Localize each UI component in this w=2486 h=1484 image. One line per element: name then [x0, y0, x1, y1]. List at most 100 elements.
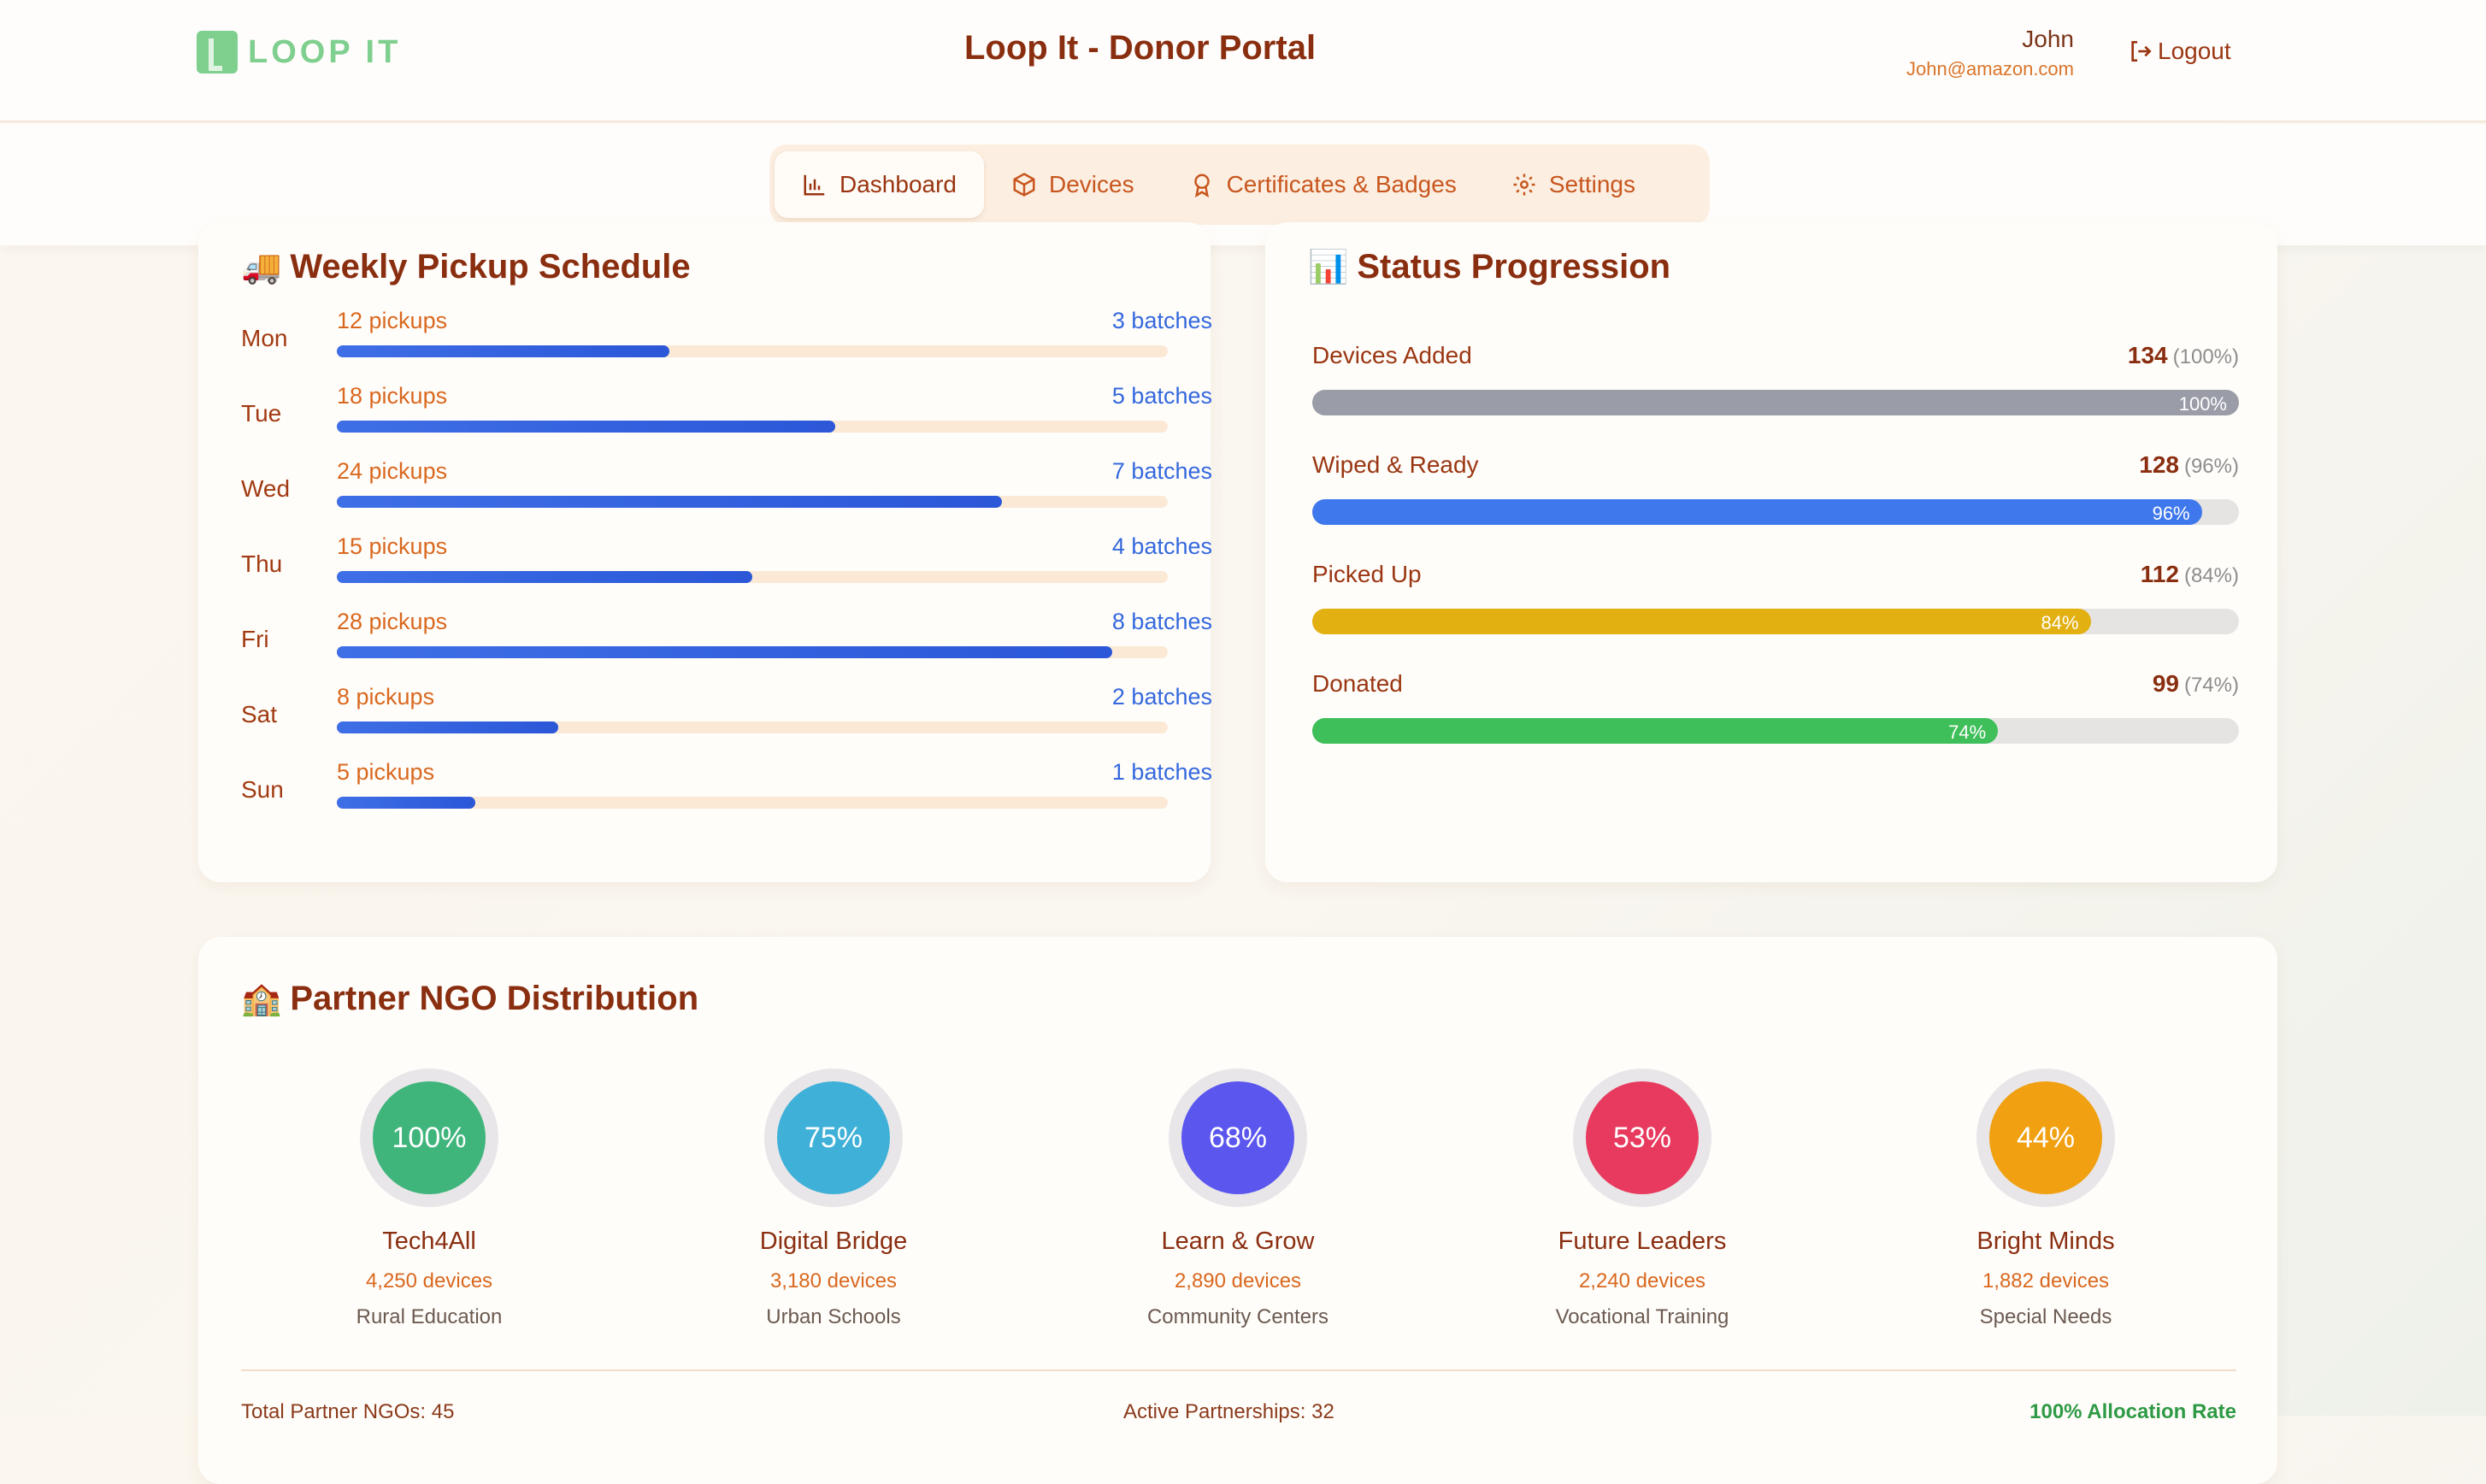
logo[interactable]: LOOP IT: [197, 31, 401, 74]
schedule-row: Sat 8 pickups 2 batches: [241, 684, 1212, 744]
day-label: Wed: [241, 475, 291, 502]
ngo-percent: 53%: [1612, 1121, 1672, 1154]
tab-settings[interactable]: Settings: [1484, 151, 1663, 218]
pickup-bar-fill: [337, 646, 1113, 658]
batches-count: 1 batches: [1111, 759, 1212, 785]
weekly-pickup-card: 🚚 Weekly Pickup Schedule Mon 12 pickups 3 …: [198, 222, 1212, 882]
status-percent: (74%): [2183, 674, 2239, 697]
status-bar-label: 96%: [2152, 503, 2190, 524]
ngo-name: Digital Bridge: [759, 1228, 908, 1255]
pickups-count: 15 pickups: [337, 533, 448, 559]
status-label: Picked Up: [1312, 561, 1422, 587]
status-percent: (100%): [2172, 345, 2239, 368]
card-title-text: Partner NGO Distribution: [290, 980, 699, 1017]
status-row: Devices Added 134 (100%) 100%: [1312, 342, 2239, 436]
card-title: 📊 Status Progression: [1308, 248, 1670, 286]
status-value: 99 (74%): [2153, 670, 2239, 698]
tab-dashboard[interactable]: Dashboard: [775, 151, 984, 218]
logo-text: LOOP IT: [248, 33, 402, 70]
page-title: Loop It - Donor Portal: [964, 29, 1317, 67]
pickups-count: 12 pickups: [337, 308, 448, 333]
ngo-area: Special Needs: [1979, 1305, 2112, 1328]
status-bar-track: 84%: [1312, 609, 2239, 634]
batches-count: 4 batches: [1111, 533, 1212, 559]
ngo-partner[interactable]: 68% Learn & Grow 2,890 devices Community Ce…: [1101, 1069, 1375, 1329]
pickup-bar-fill: [337, 721, 559, 733]
ngo-area: Urban Schools: [766, 1305, 901, 1328]
status-value: 128 (96%): [2139, 451, 2239, 479]
pickup-bar-track: [337, 721, 1168, 733]
ngo-area: Community Centers: [1146, 1305, 1329, 1328]
user-info: John John@amazon.com: [1906, 26, 2074, 80]
status-count: 112: [2140, 561, 2179, 587]
batches-count: 2 batches: [1111, 684, 1212, 710]
ngo-progress-ring: 68%: [1169, 1069, 1307, 1207]
tab-label: Certificates & Badges: [1226, 171, 1457, 197]
allocation-rate-stat: 100% Allocation Rate: [2029, 1400, 2236, 1423]
status-bar-fill: 74%: [1312, 718, 1999, 744]
box-icon: [1013, 173, 1035, 197]
ngo-partner[interactable]: 44% Bright Minds 1,882 devices Special Need…: [1909, 1069, 2183, 1329]
award-icon: [1193, 174, 1210, 197]
pickup-bar-track: [337, 797, 1168, 809]
truck-icon: 🚚: [241, 249, 282, 286]
status-label: Wiped & Ready: [1312, 451, 1479, 478]
day-label: Fri: [241, 626, 269, 652]
status-bar-fill: 96%: [1312, 499, 2202, 525]
tab-label: Devices: [1048, 171, 1134, 197]
ngo-devices: 2,890 devices: [1174, 1269, 1302, 1293]
logout-button[interactable]: Logout: [2127, 38, 2231, 65]
status-count: 134: [2127, 342, 2168, 368]
ngo-name: Bright Minds: [1976, 1228, 2115, 1255]
ngo-progress-ring: 44%: [1976, 1069, 2115, 1207]
batches-count: 3 batches: [1111, 308, 1212, 333]
ngo-devices: 1,882 devices: [1982, 1269, 2110, 1293]
schedule-row: Fri 28 pickups 8 batches: [241, 609, 1212, 668]
logout-icon: [2131, 41, 2152, 62]
pickups-count: 18 pickups: [337, 383, 448, 409]
status-bar-track: 100%: [1312, 390, 2239, 415]
ngo-partner[interactable]: 53% Future Leaders 2,240 devices Vocational…: [1505, 1069, 1779, 1329]
partner-ngo-card: 🏫 Partner NGO Distribution: [198, 937, 2277, 1484]
pickups-count: 5 pickups: [337, 759, 435, 785]
schedule-row: Wed 24 pickups 7 batches: [241, 458, 1212, 518]
pickup-bar-track: [337, 571, 1168, 583]
pickup-bar-track: [337, 421, 1168, 433]
status-count: 128: [2139, 451, 2179, 478]
status-count: 99: [2152, 670, 2179, 697]
batches-count: 8 batches: [1111, 609, 1212, 634]
status-percent: (84%): [2183, 564, 2239, 587]
ngo-percent-circle: 53%: [1586, 1081, 1699, 1194]
status-label: Donated: [1312, 670, 1403, 697]
ngo-partner[interactable]: 100% Tech4All 4,250 devices Rural Education: [292, 1069, 566, 1329]
status-bar-label: 84%: [2041, 612, 2079, 633]
tab-devices[interactable]: Devices: [984, 151, 1162, 218]
card-title: 🏫 Partner NGO Distribution: [241, 980, 698, 1018]
status-value: 134 (100%): [2128, 342, 2239, 369]
active-partnerships-stat: Active Partnerships: 32: [1123, 1400, 1334, 1423]
status-progression-card: 📊 Status Progression Devices Added 134 (10…: [1265, 222, 2277, 882]
status-row: Wiped & Ready 128 (96%) 96%: [1312, 451, 2239, 545]
batches-count: 5 batches: [1111, 383, 1212, 409]
schedule-row: Tue 18 pickups 5 batches: [241, 383, 1212, 443]
status-label: Devices Added: [1312, 342, 1472, 368]
ngo-partner[interactable]: 75% Digital Bridge 3,180 devices Urban Scho…: [697, 1069, 970, 1329]
ngo-percent: 68%: [1208, 1121, 1268, 1154]
status-percent: (96%): [2183, 455, 2239, 478]
card-title-text: Status Progression: [1357, 248, 1671, 286]
ngo-devices: 2,240 devices: [1578, 1269, 1706, 1293]
pickup-bar-fill: [337, 797, 475, 809]
chart-icon: 📊: [1308, 249, 1349, 286]
tab-certificates[interactable]: Certificates & Badges: [1162, 151, 1484, 218]
gear-icon: [1513, 174, 1535, 196]
status-value: 112 (84%): [2141, 561, 2239, 588]
batches-count: 7 batches: [1111, 458, 1212, 484]
pickups-count: 8 pickups: [337, 684, 435, 710]
ngo-progress-ring: 100%: [360, 1069, 498, 1207]
bar-chart-icon: [804, 174, 825, 196]
schedule-row: Thu 15 pickups 4 batches: [241, 533, 1212, 593]
ngo-percent-circle: 100%: [373, 1081, 486, 1194]
day-label: Tue: [241, 400, 282, 427]
pickups-count: 28 pickups: [337, 609, 448, 634]
pickup-bar-fill: [337, 571, 752, 583]
